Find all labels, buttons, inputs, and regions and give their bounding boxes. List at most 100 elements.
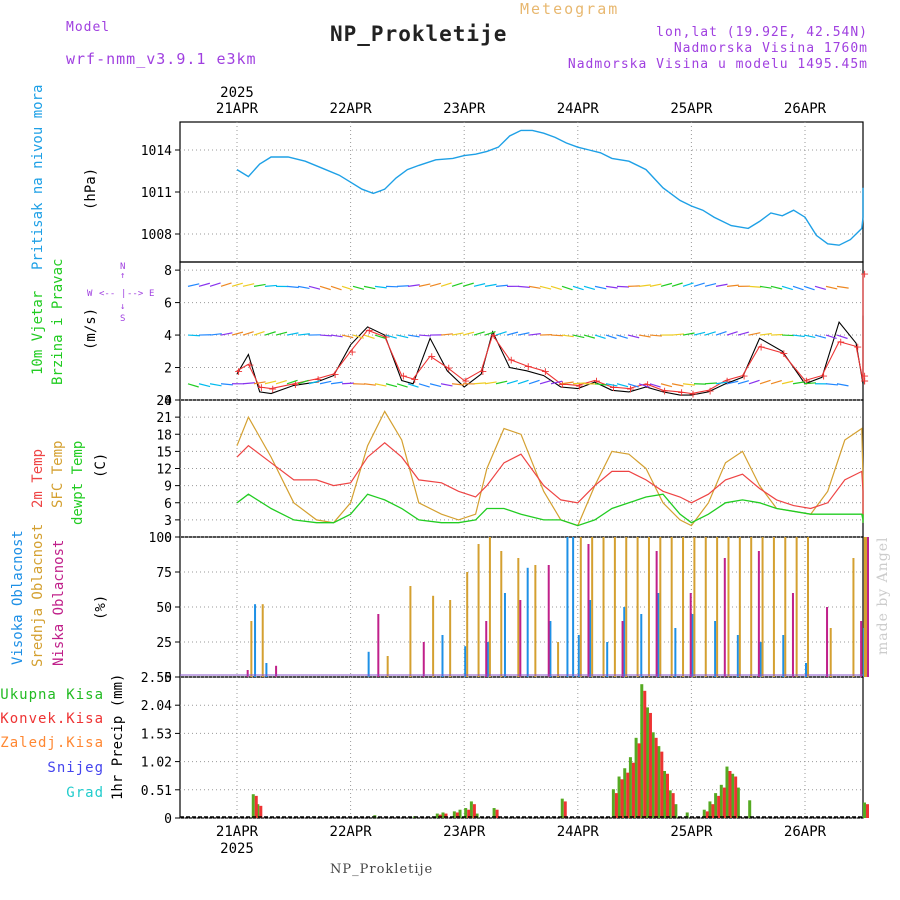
- cloud-bar: [579, 537, 582, 677]
- precip-bar: [725, 766, 729, 818]
- precip-bar: [458, 809, 462, 818]
- wind-arrow: [682, 282, 694, 287]
- wind-arrow: [572, 382, 585, 385]
- cloud-bar: [591, 537, 594, 677]
- wind-arrow: [814, 285, 826, 291]
- wind-arrow: [704, 382, 717, 385]
- wind-marker: +: [541, 365, 550, 378]
- wind-arrow: [836, 383, 849, 387]
- precip-bar: [611, 789, 615, 818]
- precip-bar: [717, 795, 721, 818]
- wind-arrow: [363, 285, 376, 290]
- wind-arrow: [627, 334, 640, 339]
- wind-arrow: [220, 332, 233, 336]
- wind-arrow: [374, 285, 387, 289]
- wind-arrow: [836, 334, 848, 340]
- cloud-bar: [500, 551, 503, 677]
- wind-marker: +: [490, 329, 499, 342]
- wind-marker: +: [234, 365, 243, 378]
- wind-arrow: [220, 282, 232, 287]
- wind-arrow: [781, 285, 793, 291]
- wind-arrow: [286, 332, 299, 336]
- cloud-bar: [466, 572, 469, 677]
- pressure-unit: (hPa): [83, 167, 99, 210]
- wind-arrow: [209, 333, 222, 336]
- precip-bar: [708, 801, 712, 818]
- wind-arrow: [715, 381, 728, 385]
- precip-bar: [663, 771, 666, 818]
- wind-marker: +: [860, 375, 869, 388]
- wind-arrow: [759, 379, 771, 385]
- cloud-bar: [485, 621, 488, 677]
- precip-bar: [628, 757, 632, 818]
- cloud-bar: [659, 537, 662, 677]
- wind-arrow: [396, 285, 409, 287]
- cloud-bar: [852, 558, 855, 677]
- cloud-bar: [655, 551, 658, 677]
- cloud-bar: [432, 595, 435, 677]
- cloud-bar: [589, 600, 592, 677]
- cloud-bar: [464, 646, 467, 677]
- wind-arrow: [253, 331, 265, 336]
- cloud-bar: [386, 656, 389, 677]
- wind-arrow: [473, 283, 486, 287]
- wind-marker: +: [643, 378, 652, 391]
- legend-grad: Grad: [66, 785, 104, 801]
- wind-arrow: [561, 285, 573, 291]
- cloud-bar: [826, 607, 829, 677]
- cloud-bar: [441, 635, 444, 677]
- wind-arrow: [440, 333, 453, 336]
- precip-bar: [614, 793, 618, 818]
- cloud-bar: [860, 621, 863, 677]
- wind-arrow: [671, 333, 684, 336]
- legend-konvek: Konvek.Kisa: [0, 711, 104, 727]
- precip-bar: [866, 804, 869, 818]
- wind-marker: +: [524, 360, 533, 373]
- wind-arrow: [451, 282, 463, 287]
- date-tick-bottom: 25APR: [670, 824, 713, 840]
- cloud-bar: [657, 593, 660, 677]
- date-tick-top: 23APR: [443, 101, 486, 117]
- cloud-bar: [757, 551, 760, 677]
- wind-arrow: [616, 383, 629, 388]
- wind-marker: +: [853, 340, 862, 353]
- wind-marker: +: [740, 370, 749, 383]
- wind-arrow: [506, 380, 518, 385]
- wind-arrow: [770, 285, 783, 290]
- cloud-bar: [636, 537, 639, 677]
- wind-arrow: [462, 282, 474, 287]
- wind-arrow: [495, 284, 508, 287]
- precip-bar: [620, 779, 624, 818]
- precip-bar: [472, 804, 476, 818]
- wind-marker: +: [779, 347, 788, 360]
- precip-tick-label: 1.53: [141, 727, 172, 742]
- wind-arrow: [649, 283, 662, 287]
- precip-bar: [626, 772, 630, 818]
- date-tick-top: 25APR: [670, 101, 713, 117]
- wind-arrow: [396, 334, 409, 339]
- cloud-bar: [723, 558, 726, 677]
- wind-arrow: [341, 334, 354, 339]
- compass-s: S: [120, 314, 126, 324]
- cloud-label-1: Visoka Oblacnost: [10, 530, 26, 665]
- wind-arrow: [682, 383, 695, 386]
- precip-bar: [452, 811, 456, 818]
- precip-bar: [748, 800, 752, 818]
- wind-marker: +: [592, 375, 601, 388]
- compass-e: E: [149, 289, 155, 299]
- cloud-bar: [738, 537, 741, 677]
- cloud-bar: [807, 537, 809, 677]
- cloud-bar: [791, 593, 794, 677]
- precip-bar: [631, 762, 635, 818]
- cloud-tick-label: 0: [164, 671, 172, 686]
- date-tick-top: 24APR: [557, 101, 600, 117]
- wind-arrow: [825, 334, 837, 339]
- legend-snijeg: Snijeg: [47, 760, 104, 776]
- cloud-bar: [714, 621, 717, 677]
- wind-arrow: [693, 331, 706, 336]
- cloud-tick-label: 25: [156, 636, 172, 651]
- precip-tick-label: 0: [164, 812, 172, 827]
- wind-label-2: Brzina i Pravac: [50, 258, 66, 385]
- wind-arrow: [561, 381, 574, 385]
- precip-bar: [863, 802, 866, 818]
